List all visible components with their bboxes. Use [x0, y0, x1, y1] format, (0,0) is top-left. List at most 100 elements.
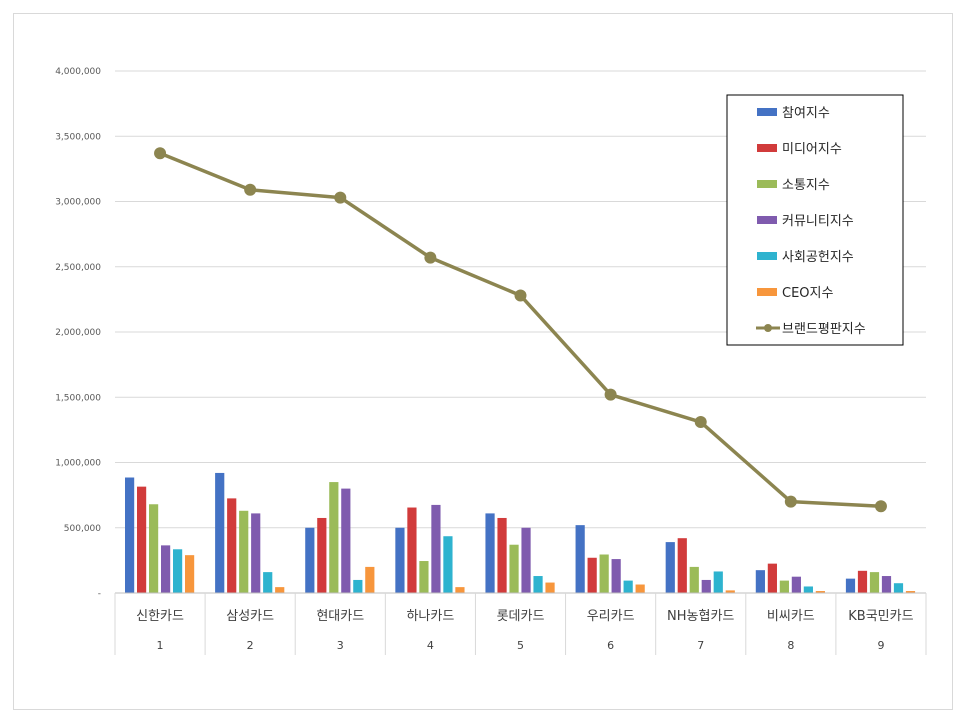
bar	[227, 498, 237, 593]
bar	[497, 517, 507, 593]
bar	[545, 582, 555, 593]
legend-swatch	[757, 144, 777, 152]
bar	[665, 542, 675, 593]
bar	[701, 579, 711, 593]
x-rank-label: 5	[517, 639, 524, 652]
x-category-label: 하나카드	[406, 609, 454, 624]
line-point	[784, 495, 797, 508]
bar	[341, 488, 351, 593]
line-point	[424, 251, 437, 264]
legend-label: 미디어지수	[782, 142, 842, 157]
bar	[725, 590, 735, 593]
line-point	[334, 191, 347, 204]
x-rank-label: 2	[247, 639, 254, 652]
x-rank-label: 7	[697, 639, 704, 652]
bar	[173, 549, 183, 593]
bar	[623, 580, 633, 593]
y-tick-label: -	[98, 589, 101, 599]
y-tick-label: 3,000,000	[55, 198, 101, 208]
bar	[791, 576, 801, 593]
bar	[779, 580, 789, 593]
bar	[239, 510, 249, 593]
y-tick-label: 1,500,000	[55, 393, 101, 403]
bar	[353, 579, 363, 593]
x-category-label: 롯데카드	[497, 609, 545, 624]
legend-label: 커뮤니티지수	[782, 214, 854, 229]
x-category-label: KB국민카드	[848, 609, 913, 624]
bar	[815, 591, 825, 593]
bar	[845, 578, 856, 593]
bar	[803, 586, 813, 593]
bar	[599, 554, 609, 593]
line-point	[604, 388, 617, 401]
bar	[407, 507, 417, 593]
bar	[485, 513, 495, 593]
x-category-label: NH농협카드	[667, 609, 734, 624]
legend-swatch	[757, 180, 777, 188]
chart-frame	[13, 13, 953, 710]
bar-series	[125, 472, 916, 593]
legend-label: 사회공헌지수	[782, 250, 854, 265]
bar	[587, 557, 597, 593]
bar	[755, 570, 765, 593]
legend-label: CEO지수	[782, 286, 833, 301]
bar	[419, 561, 429, 593]
y-tick-label: 2,500,000	[55, 263, 101, 273]
bar	[893, 583, 904, 593]
bar	[713, 571, 723, 593]
bar	[365, 566, 375, 593]
x-category-label: 신한카드	[136, 609, 184, 624]
bar	[509, 544, 519, 593]
bar	[677, 538, 687, 593]
bar	[521, 527, 531, 593]
line-point	[874, 500, 887, 513]
bar	[161, 545, 171, 593]
x-rank-label: 4	[427, 639, 434, 652]
x-category-label: 현대카드	[316, 609, 364, 624]
x-rank-label: 6	[607, 639, 614, 652]
bar	[125, 477, 135, 593]
bar	[689, 566, 699, 593]
bar	[263, 572, 273, 593]
bar	[395, 527, 405, 593]
legend-label: 참여지수	[782, 106, 830, 121]
bar	[251, 513, 261, 593]
legend-label: 브랜드평판지수	[782, 322, 866, 337]
bar	[635, 584, 645, 593]
x-category-label: 비씨카드	[767, 609, 815, 624]
bar	[767, 563, 777, 593]
y-tick-label: 1,000,000	[55, 459, 101, 469]
x-rank-label: 1	[157, 639, 164, 652]
x-axis: 신한카드 1 삼성카드 2 현대카드 3 하나카드 4 롯데카드 5 우리카드 6 NH농협카드 7 비씨카…	[114, 592, 927, 655]
bar	[443, 536, 453, 593]
x-category-label: 우리카드	[587, 609, 635, 624]
bar	[869, 572, 880, 593]
legend-box	[726, 94, 904, 346]
line-point	[154, 147, 167, 160]
y-tick-label: 2,000,000	[55, 328, 101, 338]
x-category-label: 삼성카드	[226, 609, 274, 624]
x-rank-label: 9	[877, 639, 884, 652]
bar	[533, 576, 543, 593]
bar	[905, 591, 916, 593]
bar	[185, 555, 195, 593]
bar	[575, 525, 585, 593]
legend-swatch	[757, 288, 777, 296]
line-point	[694, 416, 707, 429]
x-rank-label: 3	[337, 639, 344, 652]
legend-swatch	[757, 252, 777, 260]
y-tick-label: 500,000	[64, 524, 101, 534]
bar	[857, 570, 868, 593]
bar	[611, 559, 621, 593]
legend-swatch	[757, 108, 777, 116]
line-point	[244, 183, 257, 196]
bar	[431, 504, 441, 593]
y-tick-label: 4,000,000	[55, 67, 101, 77]
bar	[881, 576, 892, 593]
legend-swatch-marker	[764, 324, 772, 332]
line-series	[154, 147, 887, 513]
bar	[215, 472, 225, 593]
y-axis: - 500,000 1,000,000 1,500,000 2,000,000 2,500…	[55, 67, 101, 599]
